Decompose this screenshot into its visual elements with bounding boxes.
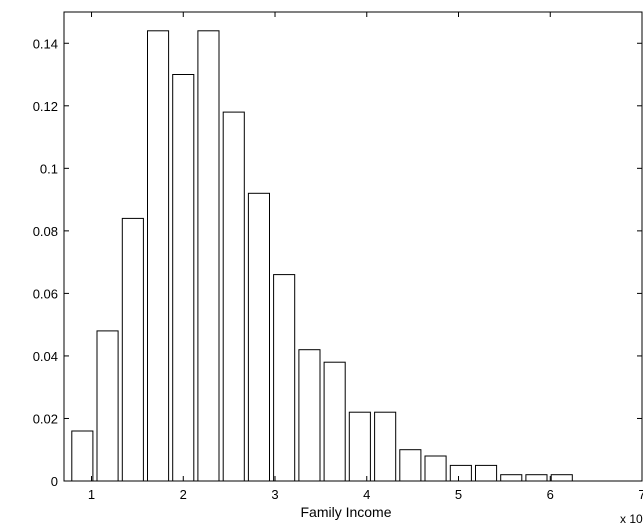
histogram-bar xyxy=(399,449,422,482)
histogram-bar xyxy=(374,411,397,482)
y-tick-label: 0.12 xyxy=(33,99,58,114)
histogram-bar xyxy=(222,111,245,482)
histogram-bar xyxy=(121,217,144,482)
histogram-bar xyxy=(298,349,321,482)
histogram-bar xyxy=(96,330,119,482)
x-ticks: 1 2 3 4 5 6 7 xyxy=(88,12,643,502)
x-exponent-label: x 104 xyxy=(620,509,643,525)
histogram-bar xyxy=(525,474,548,482)
y-ticks: 0 0.02 0.04 0.06 0.08 0.1 0.12 0.14 xyxy=(33,36,642,489)
histogram-bar xyxy=(273,274,296,482)
histogram-bar xyxy=(500,474,523,482)
histogram-bar xyxy=(197,30,220,482)
x-tick-label: 5 xyxy=(455,487,462,502)
y-tick-label: 0 xyxy=(51,474,58,489)
x-tick-label: 6 xyxy=(547,487,554,502)
x-tick-label: 2 xyxy=(180,487,187,502)
histogram-bar xyxy=(323,361,346,482)
y-tick-label: 0.04 xyxy=(33,349,58,364)
x-tick-label: 3 xyxy=(271,487,278,502)
histogram-bar xyxy=(247,192,270,482)
x-tick-label: 4 xyxy=(363,487,370,502)
y-tick-label: 0.06 xyxy=(33,286,58,301)
y-tick-label: 0.02 xyxy=(33,411,58,426)
x-tick-label: 1 xyxy=(88,487,95,502)
x-axis-title: Family Income xyxy=(300,504,391,520)
y-tick-label: 0.14 xyxy=(33,36,58,51)
y-tick-label: 0.1 xyxy=(40,161,58,176)
histogram-bar xyxy=(71,430,94,482)
histogram-bar xyxy=(147,30,170,482)
histogram-bar xyxy=(475,464,498,482)
x-tick-label: 7 xyxy=(638,487,643,502)
histogram-bar xyxy=(424,455,447,482)
histogram-bar xyxy=(550,474,573,482)
y-tick-label: 0.08 xyxy=(33,224,58,239)
histogram-bar xyxy=(348,411,371,482)
histogram-bar xyxy=(449,464,472,482)
bars-group xyxy=(71,30,573,482)
histogram-bar xyxy=(172,74,195,482)
x-exponent-base: x 10 xyxy=(620,512,643,525)
